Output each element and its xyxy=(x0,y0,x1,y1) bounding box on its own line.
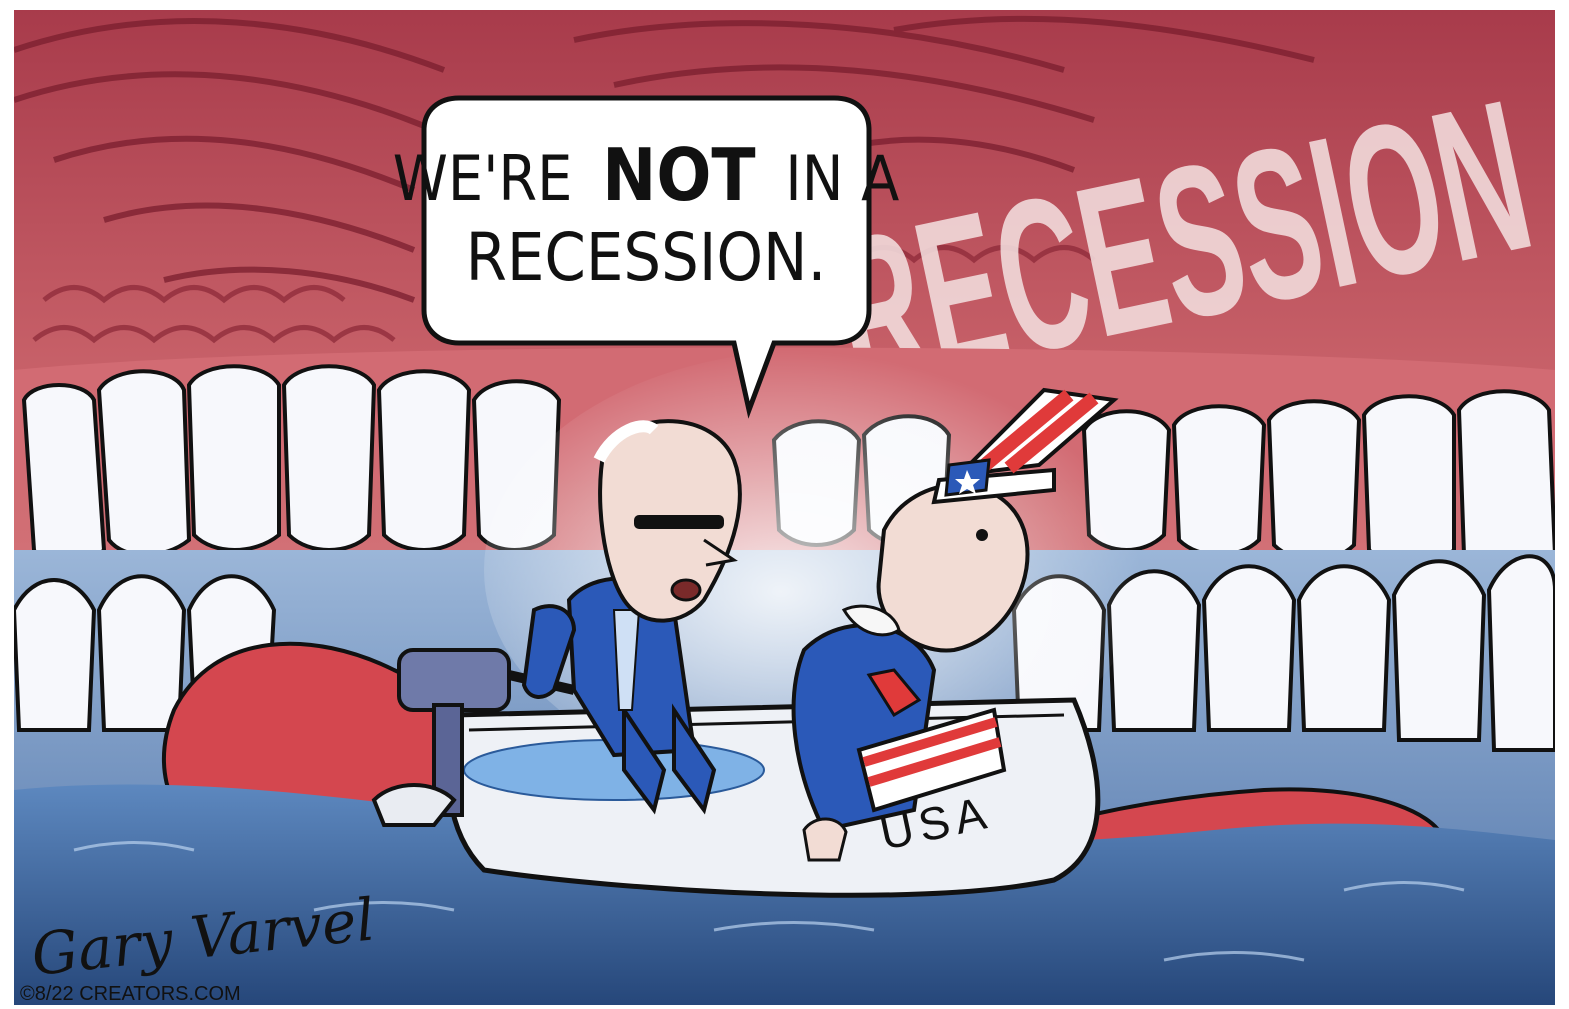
speech-emphasis: NOT xyxy=(602,133,755,217)
uncle-sam-figure xyxy=(791,387,1119,862)
copyright-text: ©8/22 CREATORS.COM xyxy=(20,983,241,1005)
speech-line-1: WE'RE NOT IN A xyxy=(393,133,900,217)
speech-line-2: RECESSION. xyxy=(466,219,827,296)
speech-part1: WE'RE xyxy=(393,142,573,215)
speech-part2: IN A xyxy=(785,142,899,215)
speech-bubble: WE'RE NOT IN A RECESSION. xyxy=(393,95,900,419)
cartoon-illustration: RECESSION xyxy=(14,10,1555,1005)
water-ripples xyxy=(73,841,1465,962)
biden-figure xyxy=(521,419,742,815)
outboard-motor xyxy=(371,648,576,827)
palate-scallops xyxy=(32,245,1096,344)
cartoon-frame: RECESSION xyxy=(14,10,1555,1005)
